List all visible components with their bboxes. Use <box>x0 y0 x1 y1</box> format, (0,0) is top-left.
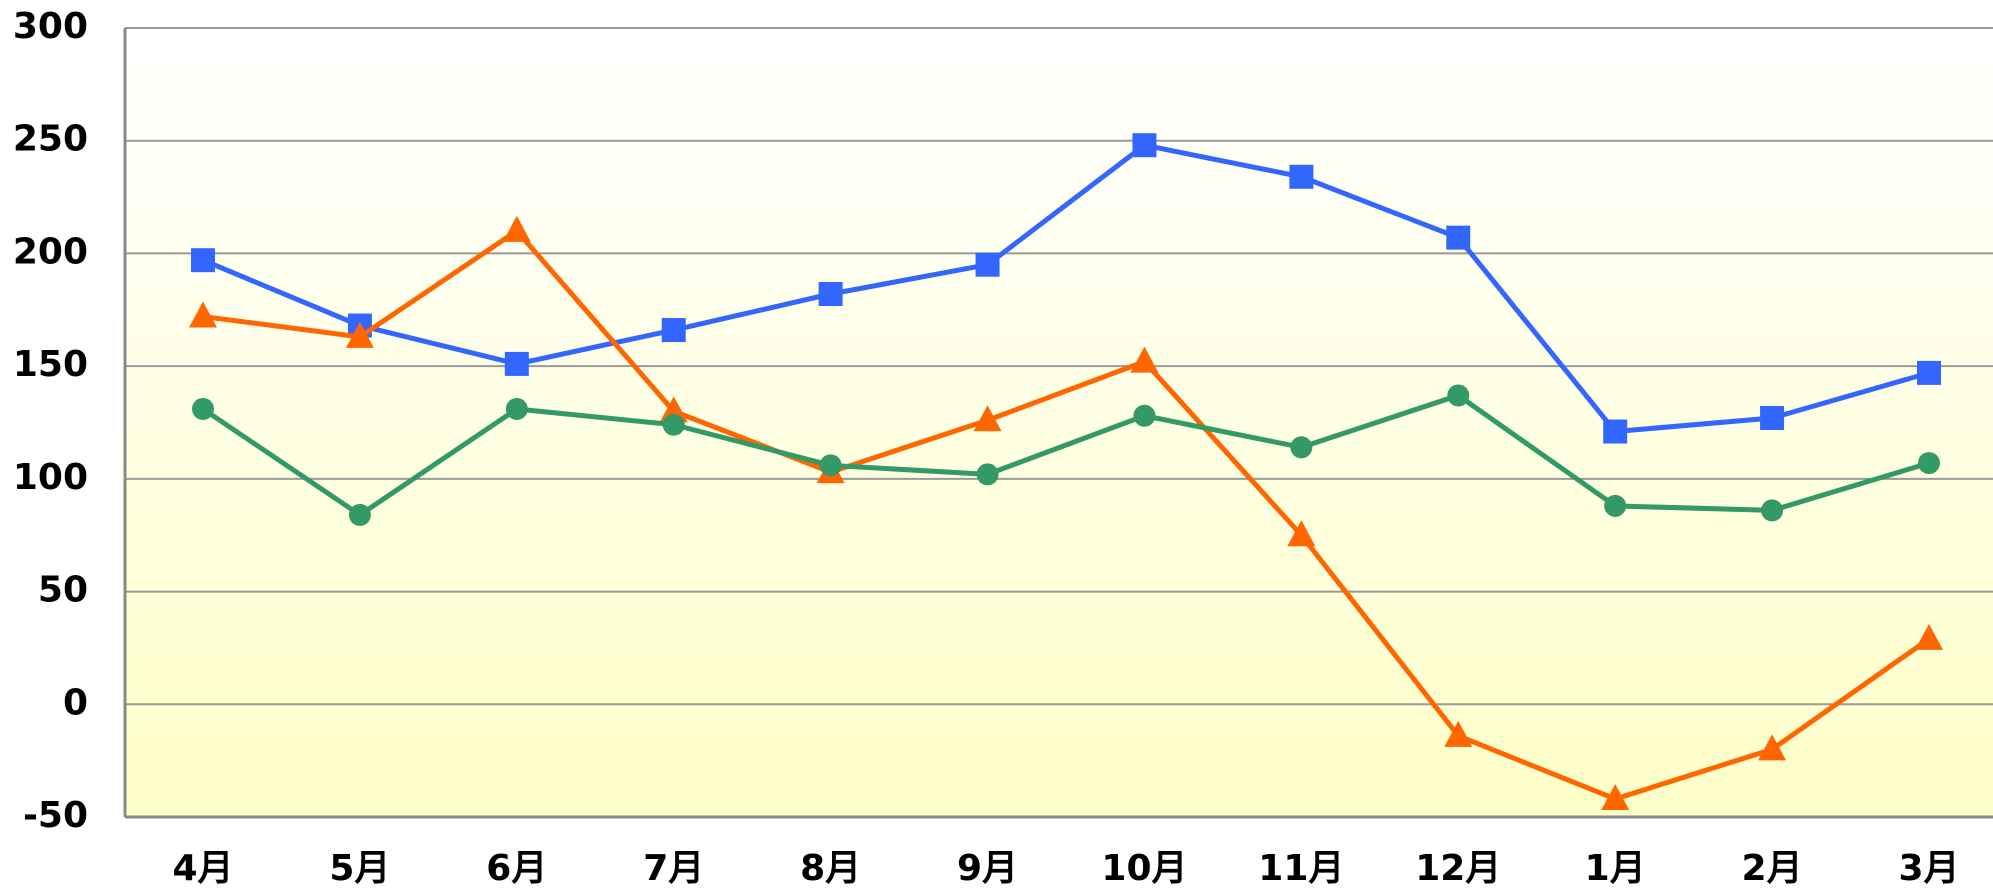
x-tick-label: 3月 <box>1898 848 1959 889</box>
x-tick-label: 9月 <box>957 848 1018 889</box>
marker <box>1604 494 1627 517</box>
y-tick-label: 300 <box>13 6 88 47</box>
marker <box>505 397 528 420</box>
marker <box>1133 404 1156 427</box>
marker <box>1917 360 1941 385</box>
marker <box>1132 133 1157 158</box>
y-tick-label: 50 <box>38 570 88 611</box>
marker <box>662 413 685 436</box>
marker <box>1289 164 1314 189</box>
marker <box>661 318 686 343</box>
y-tick-label: 200 <box>13 231 88 272</box>
marker <box>502 215 531 242</box>
marker <box>1130 346 1159 373</box>
marker <box>1918 452 1940 475</box>
series-line <box>202 227 1931 802</box>
marker <box>1603 419 1628 444</box>
marker <box>504 351 529 376</box>
marker <box>818 282 843 307</box>
y-tick-label: 250 <box>13 119 88 160</box>
marker <box>659 396 688 423</box>
marker <box>1446 225 1471 250</box>
x-tick-label: 2月 <box>1742 848 1803 889</box>
marker <box>189 301 217 328</box>
marker <box>819 454 842 477</box>
x-tick-label: 5月 <box>329 848 390 889</box>
y-tick-label: 150 <box>13 344 88 385</box>
x-tick-label: 10月 <box>1101 848 1187 889</box>
marker <box>1915 623 1943 650</box>
marker <box>1444 720 1473 747</box>
x-tick-label: 8月 <box>800 848 861 889</box>
series-line <box>202 142 1930 435</box>
marker <box>1761 499 1784 522</box>
y-tick-label: 100 <box>13 457 88 498</box>
marker <box>1447 384 1470 407</box>
marker <box>191 248 215 273</box>
marker <box>1760 405 1785 430</box>
marker <box>973 405 1002 432</box>
marker <box>1290 436 1313 459</box>
marker <box>975 252 1000 277</box>
x-tick-label: 12月 <box>1415 848 1501 889</box>
x-tick-label: 6月 <box>486 848 547 889</box>
x-tick-label: 1月 <box>1585 848 1646 889</box>
marker <box>192 397 214 420</box>
marker <box>976 463 999 486</box>
y-tick-label: 0 <box>63 682 88 723</box>
marker <box>1287 520 1316 547</box>
y-tick-label: -50 <box>23 795 88 836</box>
plot-area <box>125 28 1993 817</box>
marker <box>1601 783 1630 810</box>
marker <box>1758 734 1787 761</box>
marker <box>345 321 374 348</box>
x-tick-label: 4月 <box>172 848 233 889</box>
series-line <box>201 392 1930 518</box>
x-tick-label: 7月 <box>643 848 704 889</box>
marker <box>348 503 371 526</box>
x-tick-label: 11月 <box>1258 848 1344 889</box>
